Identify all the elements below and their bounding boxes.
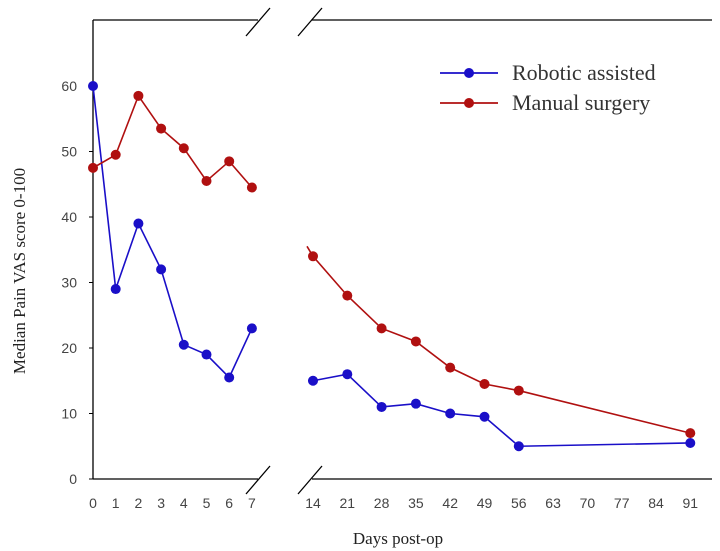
data-point-manual-surgery — [133, 90, 144, 101]
data-point-robotic-assisted — [445, 408, 456, 419]
series-line-manual-surgery — [92, 94, 253, 189]
x-tick-label: 0 — [89, 495, 97, 511]
series-line-robotic-assisted — [308, 373, 691, 448]
x-tick-label: 4 — [180, 495, 188, 511]
legend: Robotic assisted Manual surgery — [440, 60, 656, 115]
data-point-manual-surgery — [342, 290, 353, 301]
x-tick-label: 28 — [374, 495, 390, 511]
data-point-manual-surgery — [224, 156, 235, 167]
x-tick-label: 91 — [683, 495, 699, 511]
x-tick-label: 77 — [614, 495, 630, 511]
data-point-robotic-assisted — [308, 375, 318, 386]
legend-label-manual-surgery: Manual surgery — [512, 90, 650, 115]
data-point-robotic-assisted — [156, 264, 167, 275]
y-axis-label: Median Pain VAS score 0-100 — [10, 168, 29, 374]
x-tick-label: 6 — [225, 495, 233, 511]
axis-break-mark — [297, 465, 323, 495]
x-tick-label: 84 — [648, 495, 664, 511]
x-tick-label: 14 — [305, 495, 321, 511]
data-point-manual-surgery — [308, 251, 318, 262]
data-point-robotic-assisted — [224, 372, 235, 383]
data-point-robotic-assisted — [376, 401, 387, 412]
axis-break-mark — [245, 465, 271, 495]
y-tick-label: 20 — [61, 340, 77, 356]
x-tick-label: 70 — [580, 495, 596, 511]
x-tick-label: 3 — [157, 495, 165, 511]
y-tick-label: 60 — [61, 78, 77, 94]
data-point-manual-surgery — [445, 362, 456, 373]
axis-break-mark — [297, 7, 323, 37]
data-point-manual-surgery — [479, 379, 490, 390]
data-point-manual-surgery — [88, 162, 98, 173]
x-tick-label: 21 — [340, 495, 356, 511]
y-tick-label: 50 — [61, 144, 77, 160]
x-tick-label: 49 — [477, 495, 493, 511]
x-tick-label: 1 — [112, 495, 120, 511]
data-point-robotic-assisted — [513, 441, 524, 452]
series-line-manual-surgery — [306, 245, 691, 434]
data-point-manual-surgery — [110, 149, 121, 160]
data-point-robotic-assisted — [110, 284, 121, 295]
data-point-manual-surgery — [513, 385, 524, 396]
x-tick-label: 63 — [545, 495, 561, 511]
data-point-manual-surgery — [410, 336, 421, 347]
y-tick-label: 10 — [61, 406, 77, 422]
axes — [92, 7, 712, 495]
y-tick-label: 0 — [69, 471, 77, 487]
legend-label-robotic-assisted: Robotic assisted — [512, 60, 656, 85]
data-point-manual-surgery — [201, 175, 212, 186]
y-tick-label: 30 — [61, 275, 77, 291]
x-tick-label: 2 — [135, 495, 143, 511]
series-lines — [92, 85, 691, 448]
data-point-manual-surgery — [246, 182, 257, 193]
data-point-robotic-assisted — [410, 398, 421, 409]
data-point-robotic-assisted — [479, 411, 490, 422]
data-point-manual-surgery — [376, 323, 387, 334]
x-tick-label: 35 — [408, 495, 424, 511]
data-point-manual-surgery — [685, 428, 696, 439]
data-point-robotic-assisted — [342, 369, 353, 380]
data-point-manual-surgery — [156, 123, 167, 134]
axis-break-mark — [245, 7, 271, 37]
x-tick-label: 5 — [203, 495, 211, 511]
data-point-robotic-assisted — [88, 81, 98, 91]
data-point-robotic-assisted — [178, 339, 189, 350]
x-tick-label: 56 — [511, 495, 527, 511]
x-tick-label: 42 — [442, 495, 458, 511]
data-point-manual-surgery — [178, 143, 189, 154]
data-point-robotic-assisted — [685, 437, 696, 448]
legend-marker-robotic-assisted — [464, 68, 474, 78]
data-point-robotic-assisted — [133, 218, 144, 229]
legend-marker-manual-surgery — [464, 98, 474, 108]
x-axis-label: Days post-op — [353, 529, 443, 548]
x-tick-label: 7 — [248, 495, 256, 511]
y-tick-label: 40 — [61, 209, 77, 225]
series-line-robotic-assisted — [92, 85, 253, 379]
data-point-robotic-assisted — [246, 323, 257, 334]
data-point-robotic-assisted — [201, 349, 212, 360]
series-points — [88, 81, 696, 452]
